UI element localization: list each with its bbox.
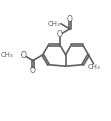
Ellipse shape <box>31 69 34 72</box>
Text: CH₃: CH₃ <box>48 21 60 27</box>
Ellipse shape <box>68 18 71 21</box>
Text: O: O <box>30 66 36 75</box>
Text: O: O <box>67 15 73 24</box>
Text: O: O <box>57 30 63 39</box>
Ellipse shape <box>22 54 26 57</box>
Text: CH₃: CH₃ <box>87 64 100 70</box>
Text: O: O <box>21 51 27 60</box>
Ellipse shape <box>58 33 61 36</box>
Text: CH₃: CH₃ <box>0 52 13 58</box>
